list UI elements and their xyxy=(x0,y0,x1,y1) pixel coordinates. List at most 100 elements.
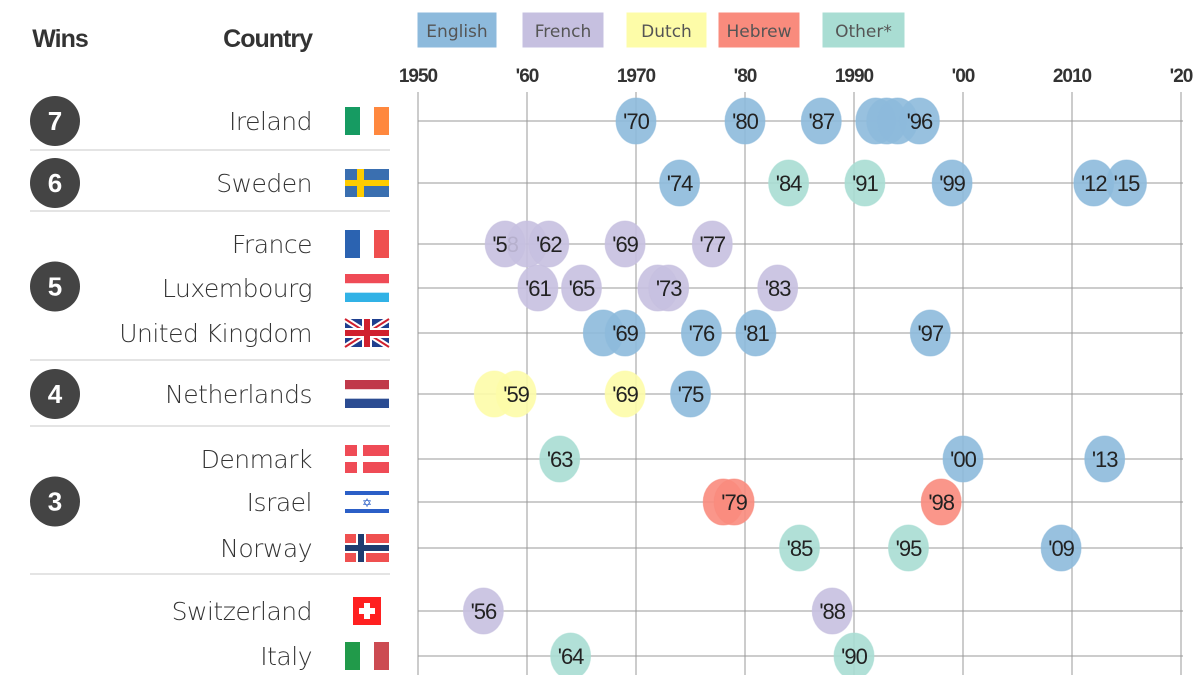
win-marker xyxy=(680,309,722,357)
legend-label: French xyxy=(535,22,592,42)
win-marker xyxy=(615,97,657,145)
win-year-label: '70 xyxy=(623,109,649,134)
win-marker xyxy=(550,632,592,675)
win-point: '81 xyxy=(735,309,777,357)
legend-swatch xyxy=(717,11,801,49)
wins-badge-circle xyxy=(30,261,80,312)
win-marker xyxy=(811,587,853,635)
country-row: Norway '85 '95 '09 xyxy=(220,524,1183,572)
win-year-label: '09 xyxy=(1048,536,1074,561)
italy-flag xyxy=(345,642,389,670)
legend-item-other: Other* xyxy=(821,11,906,49)
win-marker xyxy=(539,435,581,483)
win-year-label: '74 xyxy=(667,171,693,196)
wins-badge: 4 xyxy=(30,369,80,419)
win-year-label: '12 xyxy=(1081,171,1107,196)
country-name: Switzerland xyxy=(172,597,312,626)
win-year-label: '65 xyxy=(569,276,595,301)
win-point: '69 xyxy=(604,220,646,268)
grid: 1950 '60 1970 '80 1990 '00 2010 '20 xyxy=(399,66,1194,675)
legend-swatch xyxy=(625,11,708,49)
win-marker xyxy=(691,220,733,268)
group-4: Netherlands '59 '69 '75 4 xyxy=(30,369,1183,419)
win-point: '15 xyxy=(1106,159,1147,207)
legend-swatch xyxy=(821,11,906,49)
win-year-label: '61 xyxy=(525,276,551,301)
country-row: Luxembourg '61 '65 '73 '83 xyxy=(162,264,1183,312)
win-marker xyxy=(604,309,646,357)
wins-count: 7 xyxy=(48,106,62,136)
win-point: '62 xyxy=(528,220,570,268)
wins-badge-circle xyxy=(30,476,80,527)
win-point: '73 xyxy=(648,264,690,312)
win-marker xyxy=(604,370,646,418)
win-point: '59 xyxy=(495,370,537,418)
country-name: Italy xyxy=(260,642,312,671)
win-year-label: '76 xyxy=(689,321,715,346)
win-marker xyxy=(604,220,646,268)
switzerland-flag xyxy=(353,597,381,625)
win-point: '90 xyxy=(833,632,875,675)
legend-item-dutch: Dutch xyxy=(625,11,708,49)
win-point: '85 xyxy=(779,524,820,572)
country-name: Norway xyxy=(220,534,312,563)
win-year-label: '99 xyxy=(939,171,965,196)
win-point: '99 xyxy=(931,159,973,207)
win-marker xyxy=(735,309,777,357)
win-marker xyxy=(779,524,820,572)
legend-label: Dutch xyxy=(641,22,692,42)
win-year-label: '64 xyxy=(558,644,584,669)
win-marker xyxy=(659,159,701,207)
x-tick-label: '00 xyxy=(952,66,975,87)
norway-flag xyxy=(345,534,389,562)
win-marker xyxy=(888,524,929,572)
legend-label: Hebrew xyxy=(726,22,791,42)
x-tick-label: '60 xyxy=(516,66,539,87)
win-year-label: '90 xyxy=(841,644,867,669)
win-year-label: '80 xyxy=(732,109,758,134)
win-year-label: '98 xyxy=(928,490,954,515)
country-row: Switzerland '56 '88 xyxy=(172,587,1183,635)
wins-count: 3 xyxy=(48,487,62,517)
win-point: '91 xyxy=(844,159,886,207)
wins-badge-circle xyxy=(30,96,80,146)
denmark-flag xyxy=(345,445,389,473)
win-point: '70 xyxy=(615,97,657,145)
group-3: Denmark '63 '00 '13 Israel ✡ '79 '98 Norway '85 '9… xyxy=(30,435,1183,572)
country-name: Ireland xyxy=(229,107,312,136)
win-point: '95 xyxy=(888,524,929,572)
country-row: Denmark '63 '00 '13 xyxy=(201,435,1183,483)
win-point: '13 xyxy=(1084,435,1126,483)
win-point: '96 xyxy=(898,97,940,145)
win-year-label: '87 xyxy=(808,109,834,134)
group-6: Sweden '74 '84 '91 '99 '12 '15 6 xyxy=(30,158,1183,208)
win-point: '75 xyxy=(670,370,711,418)
win-year-label: '59 xyxy=(503,382,529,407)
win-point: '84 xyxy=(768,159,810,207)
rows: Ireland '70 '80 '87 '96 7 Sweden '74 '84 '91 '99 '1… xyxy=(30,96,1183,675)
win-marker xyxy=(931,159,973,207)
win-marker xyxy=(1106,159,1147,207)
wins-badge-circle xyxy=(30,369,80,419)
win-marker xyxy=(833,632,875,675)
win-year-label: '00 xyxy=(950,447,976,472)
country-row: Ireland '70 '80 '87 '96 xyxy=(229,97,1183,145)
win-year-label: '56 xyxy=(471,599,497,624)
win-point: '64 xyxy=(550,632,592,675)
win-marker xyxy=(1084,435,1126,483)
win-year-label: '75 xyxy=(678,382,704,407)
x-tick-label: '80 xyxy=(734,66,757,87)
win-point: '98 xyxy=(920,478,962,526)
wins-count: 6 xyxy=(48,168,62,198)
win-marker xyxy=(768,159,810,207)
country-row: United Kingdom '69 '76 '81 '97 xyxy=(119,309,1183,357)
win-marker xyxy=(757,264,799,312)
country-row: France '58'62'69'77 xyxy=(232,220,1183,268)
country-name: France xyxy=(232,230,312,259)
wins-badge: 7 xyxy=(30,96,80,146)
win-year-label: '15 xyxy=(1114,171,1140,196)
win-year-label: '95 xyxy=(896,536,922,561)
win-point: '00 xyxy=(942,435,984,483)
win-marker xyxy=(898,97,940,145)
win-point: '09 xyxy=(1040,524,1082,572)
